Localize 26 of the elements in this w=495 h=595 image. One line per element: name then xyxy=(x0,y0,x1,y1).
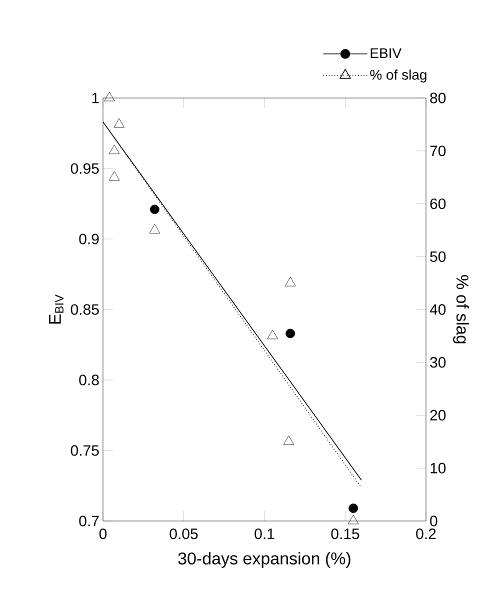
y2-axis-title: % of slag xyxy=(453,275,469,344)
y2-tick-label: 30 xyxy=(430,357,446,368)
y2-tick-label: 0 xyxy=(430,516,438,526)
y2-tick-label: 70 xyxy=(430,146,446,156)
x-tick-label: 0.2 xyxy=(416,528,436,540)
y-tick-label: 0.7 xyxy=(79,516,99,526)
y2-tick-label: 60 xyxy=(430,198,446,210)
x-tick-label: 0.1 xyxy=(254,528,274,540)
y2-tick-label: 40 xyxy=(430,304,446,315)
y-tick-label: 0.85 xyxy=(70,304,99,315)
y2-tick-label: 10 xyxy=(430,462,446,474)
legend-label: % of slag xyxy=(370,69,426,83)
y2-tick-label: 20 xyxy=(430,410,446,421)
y-tick-label: 0.95 xyxy=(70,163,99,174)
y2-tick-label: 50 xyxy=(430,251,446,262)
x-tick-label: 0.15 xyxy=(331,528,360,540)
legend-label: EBIV xyxy=(370,48,402,58)
y-axis-title: E$_{BIV}$ xyxy=(49,294,64,324)
y-tick-label: 0.75 xyxy=(70,445,99,456)
x-tick-label: 0.05 xyxy=(170,528,198,540)
y-tick-label: 1 xyxy=(92,92,99,104)
y2-tick-label: 80 xyxy=(430,92,446,104)
y-tick-label: 0.9 xyxy=(79,234,99,244)
x-tick-label: 0 xyxy=(99,528,107,540)
x-axis-title: 30-days expansion (%) xyxy=(178,552,350,568)
y-tick-label: 0.8 xyxy=(79,374,99,386)
